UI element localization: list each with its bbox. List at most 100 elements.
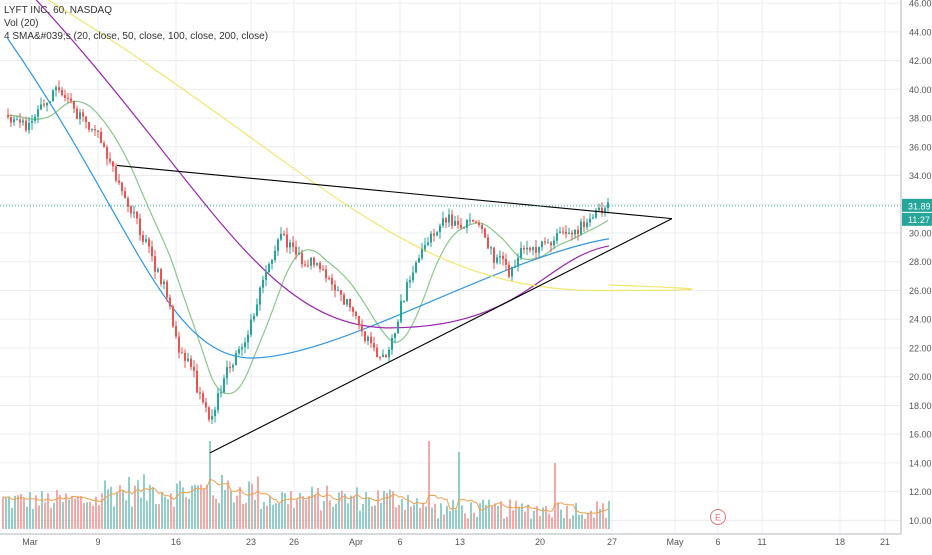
candle-body: [55, 87, 57, 91]
candle-body: [448, 214, 450, 223]
x-tick-label: 16: [171, 537, 181, 547]
sma-100-line: [35, 0, 610, 329]
candle-body: [511, 267, 513, 277]
volume-bar: [482, 499, 484, 529]
volume-bar: [575, 502, 577, 529]
volume-bar: [509, 499, 511, 529]
event-markers[interactable]: E: [710, 509, 726, 525]
candle-body: [172, 306, 174, 327]
y-tick-label: 18.00: [909, 401, 932, 411]
volume-bar: [326, 485, 328, 529]
symbol-title[interactable]: LYFT INC, 60, NASDAQ: [4, 5, 112, 16]
trendline-lower: [209, 218, 673, 454]
volume-bar: [380, 502, 382, 529]
volume-bar: [26, 506, 28, 529]
y-tick-label: 30.00: [909, 229, 932, 239]
volume-bar: [608, 500, 610, 529]
volume-bar: [20, 493, 22, 529]
volume-bar: [218, 503, 220, 529]
volume-bar: [230, 491, 232, 529]
candle-body: [124, 191, 126, 199]
candle-body: [307, 265, 309, 267]
volume-bar: [257, 476, 259, 529]
volume-bar: [497, 505, 499, 529]
volume-bar: [386, 492, 388, 529]
candle-body: [238, 349, 240, 354]
candle-body: [259, 287, 261, 305]
x-tick-label: 9: [95, 537, 100, 547]
volume-bar: [437, 518, 439, 529]
candle-body: [130, 206, 132, 214]
candle-body: [40, 104, 42, 110]
volume-bar: [584, 518, 586, 529]
candle-body: [70, 98, 72, 102]
volume-bar: [113, 506, 115, 529]
candle-body: [604, 208, 606, 213]
x-tick-label: 18: [835, 537, 845, 547]
trendlines: [116, 164, 673, 454]
y-tick-label: 34.00: [909, 171, 932, 181]
candle-body: [271, 260, 273, 264]
candle-body: [517, 257, 519, 267]
volume-bar: [197, 485, 199, 529]
candle-body: [178, 336, 180, 353]
volume-bar: [305, 499, 307, 529]
volume-bar: [554, 463, 556, 529]
volume-bar: [50, 507, 52, 529]
x-tick-label: 6: [715, 537, 720, 547]
volume-bar: [548, 513, 550, 529]
x-tick-label: Mar: [22, 537, 38, 547]
volume-bars: [2, 441, 610, 529]
candle-body: [331, 278, 333, 285]
volume-bar: [116, 492, 118, 529]
volume-bar: [152, 488, 154, 529]
earnings-marker[interactable]: [710, 509, 726, 525]
volume-bar: [470, 502, 472, 529]
sma-indicator-label[interactable]: 4 SMA&#039;s (20, close, 50, close, 100,…: [4, 31, 269, 42]
volume-bar: [188, 498, 190, 529]
volume-indicator-label[interactable]: Vol (20): [4, 18, 39, 29]
y-tick-label: 20.00: [909, 372, 932, 382]
candle-body: [151, 246, 153, 257]
candle-body: [574, 229, 576, 235]
volume-bar: [485, 504, 487, 529]
volume-bar: [272, 504, 274, 529]
candle-body: [256, 304, 258, 316]
volume-bar: [464, 513, 466, 529]
candle-body: [607, 202, 609, 209]
candle-body: [346, 298, 348, 305]
volume-bar: [431, 507, 433, 529]
volume-bar: [395, 507, 397, 529]
volume-bar: [251, 483, 253, 529]
candle-body: [88, 121, 90, 130]
trendline-upper: [116, 164, 673, 220]
candle-body: [418, 258, 420, 263]
candle-body: [373, 343, 375, 348]
volume-bar: [164, 496, 166, 529]
volume-bar: [170, 493, 172, 529]
volume-bar: [278, 503, 280, 529]
y-tick-label: 24.00: [909, 315, 932, 325]
volume-bar: [224, 489, 226, 529]
volume-bar: [479, 503, 481, 529]
candle-body: [475, 221, 477, 223]
x-tick-label: 13: [455, 537, 465, 547]
candle-body: [397, 321, 399, 334]
volume-bar: [593, 517, 595, 529]
candle-body: [292, 242, 294, 247]
candle-body: [430, 233, 432, 243]
candle-body: [223, 378, 225, 393]
candle-body: [427, 242, 429, 245]
volume-bar: [425, 506, 427, 529]
volume-bar: [167, 499, 169, 529]
candle-body: [328, 278, 330, 280]
candle-body: [340, 290, 342, 295]
candle-body: [280, 233, 282, 240]
last-price-tag: [902, 198, 932, 212]
volume-bar: [242, 503, 244, 529]
volume-bar: [500, 501, 502, 529]
candle-body: [451, 214, 453, 226]
volume-bar: [314, 495, 316, 529]
